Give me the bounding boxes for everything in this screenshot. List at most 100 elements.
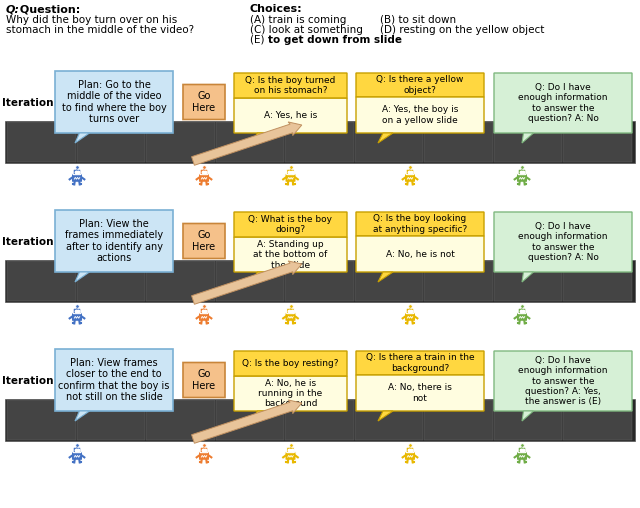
Polygon shape	[378, 133, 393, 143]
FancyBboxPatch shape	[287, 308, 294, 313]
FancyArrow shape	[191, 122, 302, 165]
FancyBboxPatch shape	[200, 447, 208, 453]
FancyBboxPatch shape	[234, 376, 347, 411]
Text: Q: Is there a yellow
object?: Q: Is there a yellow object?	[376, 75, 464, 94]
FancyBboxPatch shape	[518, 308, 526, 313]
Bar	[146, 261, 214, 301]
Text: Q: Do I have
enough information
to answer the
question? A: No: Q: Do I have enough information to answe…	[518, 83, 608, 123]
Polygon shape	[75, 272, 90, 282]
FancyBboxPatch shape	[287, 447, 294, 453]
FancyBboxPatch shape	[285, 174, 296, 182]
Polygon shape	[75, 133, 90, 143]
FancyBboxPatch shape	[516, 174, 527, 182]
Bar	[216, 122, 284, 162]
FancyBboxPatch shape	[356, 351, 484, 375]
Text: Go
Here: Go Here	[193, 369, 216, 391]
Bar	[5, 121, 635, 163]
Bar	[355, 400, 423, 440]
Text: Iteration 1: Iteration 1	[2, 98, 65, 108]
Polygon shape	[252, 133, 268, 143]
Bar	[216, 261, 284, 301]
Bar	[494, 122, 563, 162]
Polygon shape	[522, 411, 534, 421]
Bar	[7, 400, 76, 440]
Text: Q: Is the boy looking
at anything specific?: Q: Is the boy looking at anything specif…	[373, 214, 467, 234]
Text: to get down from slide: to get down from slide	[268, 35, 402, 45]
Text: (C) look at something: (C) look at something	[250, 25, 363, 35]
Text: A: Standing up
at the bottom of
the slide: A: Standing up at the bottom of the slid…	[253, 240, 328, 270]
Text: A: No, there is
not: A: No, there is not	[388, 384, 452, 403]
FancyBboxPatch shape	[494, 212, 632, 272]
FancyBboxPatch shape	[356, 97, 484, 133]
Polygon shape	[252, 411, 268, 421]
FancyBboxPatch shape	[356, 375, 484, 411]
FancyBboxPatch shape	[516, 452, 527, 460]
FancyBboxPatch shape	[73, 308, 81, 313]
FancyBboxPatch shape	[494, 351, 632, 411]
Bar	[146, 122, 214, 162]
FancyBboxPatch shape	[200, 169, 208, 175]
FancyBboxPatch shape	[356, 212, 484, 236]
Text: Q:: Q:	[6, 4, 20, 14]
FancyBboxPatch shape	[72, 174, 83, 182]
Text: (E): (E)	[250, 35, 268, 45]
FancyBboxPatch shape	[72, 312, 83, 322]
FancyBboxPatch shape	[287, 169, 294, 175]
Bar	[146, 400, 214, 440]
FancyBboxPatch shape	[494, 73, 632, 133]
FancyBboxPatch shape	[198, 174, 209, 182]
FancyBboxPatch shape	[234, 351, 347, 376]
FancyArrow shape	[191, 261, 302, 304]
Bar	[494, 400, 563, 440]
Bar	[7, 122, 76, 162]
Text: Plan: View the
frames immediately
after to identify any
actions: Plan: View the frames immediately after …	[65, 218, 163, 264]
FancyBboxPatch shape	[234, 98, 347, 133]
Bar	[77, 122, 145, 162]
FancyBboxPatch shape	[73, 169, 81, 175]
Text: (D) resting on the yellow object: (D) resting on the yellow object	[380, 25, 545, 35]
Bar	[563, 261, 632, 301]
FancyBboxPatch shape	[72, 452, 83, 460]
Text: (B) to sit down: (B) to sit down	[380, 15, 456, 25]
Text: Question:: Question:	[16, 4, 80, 14]
Text: A: Yes, he is: A: Yes, he is	[264, 111, 317, 120]
FancyBboxPatch shape	[406, 169, 414, 175]
FancyBboxPatch shape	[356, 236, 484, 272]
Bar	[424, 400, 493, 440]
FancyBboxPatch shape	[55, 349, 173, 411]
Bar	[285, 122, 354, 162]
Polygon shape	[522, 133, 534, 143]
Bar	[285, 400, 354, 440]
Text: A: No, he is
running in the
background: A: No, he is running in the background	[259, 378, 323, 408]
Bar	[494, 261, 563, 301]
FancyBboxPatch shape	[518, 447, 526, 453]
FancyBboxPatch shape	[73, 447, 81, 453]
Bar	[216, 400, 284, 440]
Text: Choices:: Choices:	[250, 4, 303, 14]
FancyBboxPatch shape	[234, 237, 347, 272]
FancyBboxPatch shape	[200, 308, 208, 313]
Text: Go
Here: Go Here	[193, 91, 216, 113]
Text: stomach in the middle of the video?: stomach in the middle of the video?	[6, 25, 194, 35]
Bar	[7, 261, 76, 301]
Text: Q: What is the boy
doing?: Q: What is the boy doing?	[248, 215, 333, 234]
FancyBboxPatch shape	[285, 452, 296, 460]
FancyBboxPatch shape	[198, 452, 209, 460]
Bar	[77, 400, 145, 440]
Text: Iteration 2: Iteration 2	[2, 237, 65, 247]
Polygon shape	[378, 272, 393, 282]
Bar	[355, 122, 423, 162]
Bar	[77, 261, 145, 301]
Text: A: No, he is not: A: No, he is not	[385, 249, 454, 259]
FancyBboxPatch shape	[183, 363, 225, 397]
Bar	[5, 260, 635, 302]
FancyBboxPatch shape	[516, 312, 527, 322]
Polygon shape	[522, 272, 534, 282]
Text: A: Yes, the boy is
on a yellow slide: A: Yes, the boy is on a yellow slide	[382, 105, 458, 124]
FancyBboxPatch shape	[285, 312, 296, 322]
FancyBboxPatch shape	[518, 169, 526, 175]
FancyBboxPatch shape	[183, 224, 225, 259]
Bar	[355, 261, 423, 301]
Text: Plan: View frames
closer to the end to
confirm that the boy is
not still on the : Plan: View frames closer to the end to c…	[58, 358, 170, 402]
Text: Go
Here: Go Here	[193, 230, 216, 252]
